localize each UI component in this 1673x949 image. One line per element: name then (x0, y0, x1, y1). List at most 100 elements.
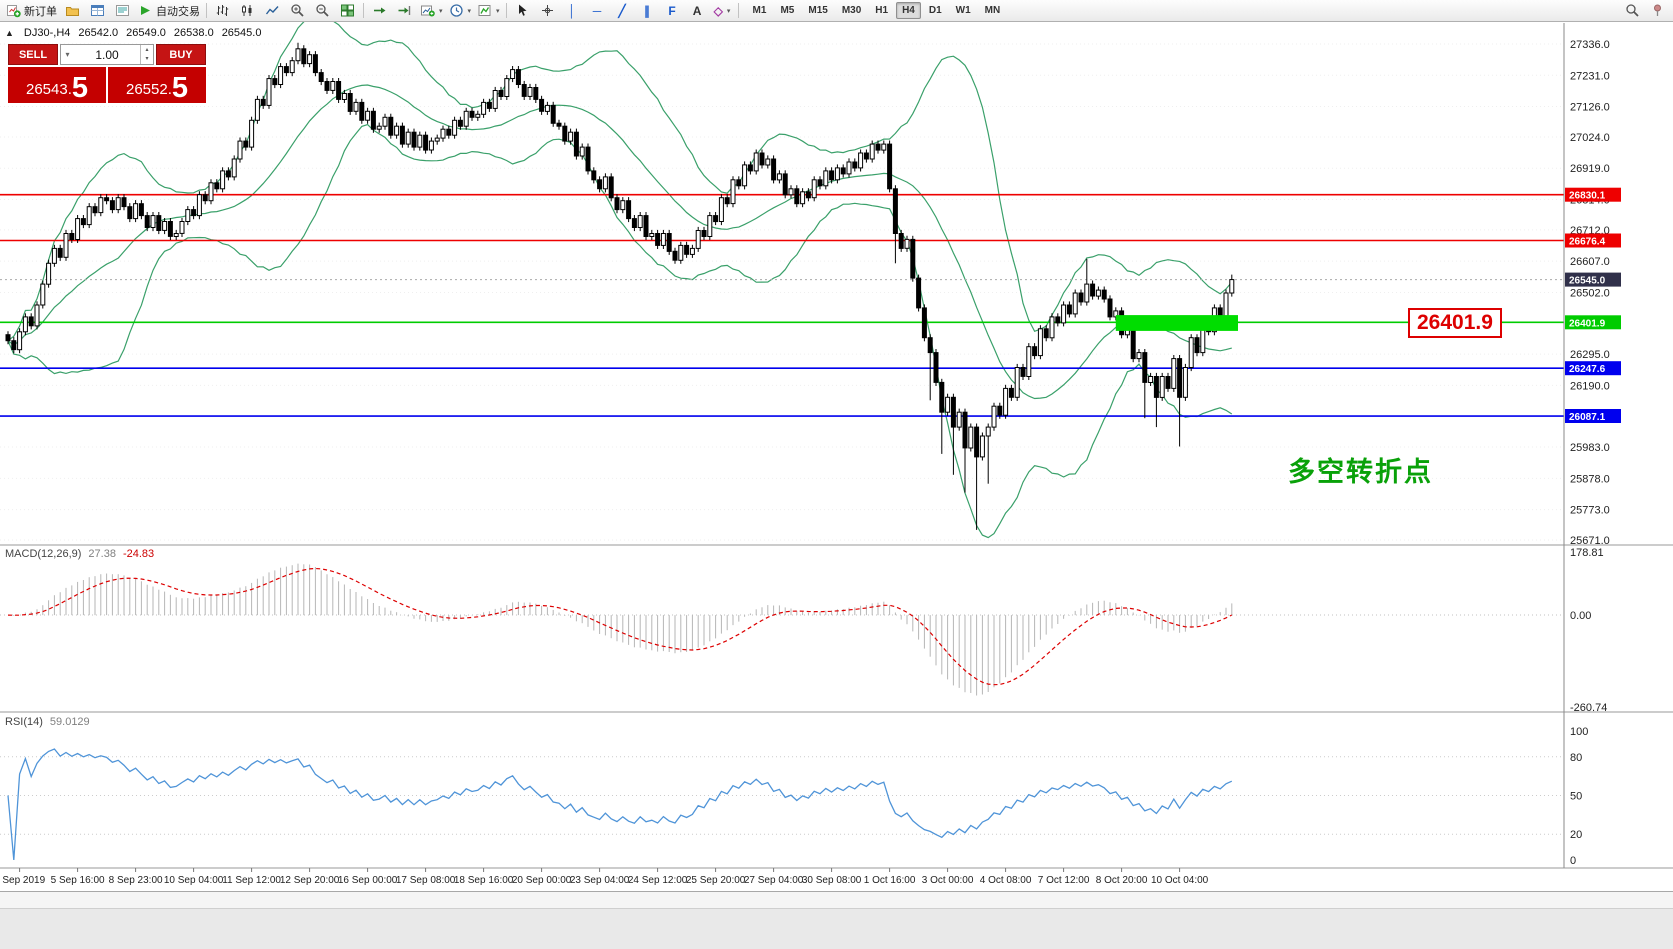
search-button[interactable] (1620, 1, 1645, 21)
pin-icon (1654, 4, 1661, 16)
new-chart-button[interactable]: ▾ (417, 1, 446, 21)
sell-price-display[interactable]: 26543. 5 (8, 67, 106, 103)
timeframe-MN[interactable]: MN (984, 5, 1001, 16)
tile-windows-button[interactable] (335, 1, 360, 21)
profiles-button[interactable] (60, 1, 85, 21)
timeframe-group: M1 M5 M15 M30 H1 H4 D1 W1 MN (746, 2, 1008, 19)
price-tag (1565, 272, 1621, 287)
macd-axis-label: 0.00 (1570, 610, 1591, 622)
volume-down-icon[interactable]: ▾ (145, 55, 149, 62)
timeframe-M30[interactable]: M30 (841, 5, 862, 16)
price-tag (1565, 409, 1621, 423)
price-axis[interactable]: 27336.027231.027126.027024.026919.026814… (1565, 39, 1621, 867)
fibonacci-button[interactable]: F (660, 1, 685, 21)
channel-button[interactable]: ∥ (635, 1, 660, 21)
text-tool-button[interactable]: A (685, 1, 710, 21)
new-order-label: 新订单 (24, 5, 57, 18)
symbol-timeframe-label: DJ30-,H4 (23, 27, 71, 39)
time-tick-label: 25 Sep 20:00 (686, 875, 746, 886)
data-window-icon (116, 5, 129, 16)
time-tick-label: 4 Oct 08:00 (980, 875, 1032, 886)
timeframe-H4[interactable]: H4 (896, 2, 921, 19)
price-tag (1565, 315, 1621, 330)
time-tick-label: 18 Sep 16:00 (454, 875, 514, 886)
zoom-in-icon (291, 4, 304, 17)
auto-scroll-button[interactable] (367, 1, 392, 21)
bottom-strip (0, 891, 1673, 949)
price-tick-label: 26502.0 (1570, 287, 1610, 299)
time-tick-label: 10 Sep 04:00 (164, 875, 224, 886)
buy-price-main: 26552. (125, 81, 172, 98)
line-chart-icon (265, 6, 279, 15)
chart-shift-button[interactable] (392, 1, 417, 21)
time-tick-label: 10 Oct 04:00 (1151, 875, 1209, 886)
time-tick-label: 4 Sep 2019 (0, 875, 46, 886)
trendline-button[interactable]: ╱ (610, 1, 635, 21)
shapes-button[interactable]: ◇ ▾ (710, 1, 735, 21)
volume-up-icon[interactable]: ▴ (145, 47, 149, 54)
collapse-one-click-icon[interactable]: ▲ (5, 28, 14, 38)
price-tick-label: 26190.0 (1570, 380, 1610, 392)
timeframe-M5[interactable]: M5 (780, 5, 795, 16)
time-tick-label: 12 Sep 20:00 (280, 875, 340, 886)
time-tick-label: 24 Sep 12:00 (628, 875, 688, 886)
time-tick-label: 11 Sep 12:00 (222, 875, 281, 886)
zoom-out-icon (316, 4, 329, 17)
buy-price-big: 5 (171, 72, 189, 105)
timeframe-W1[interactable]: W1 (955, 5, 971, 16)
toolbar: 新订单 自动交易 (0, 0, 1673, 22)
pin-button[interactable] (1645, 1, 1670, 21)
chevron-down-icon: ▾ (726, 7, 731, 15)
buy-button[interactable]: BUY (156, 44, 206, 65)
volume-input[interactable]: 1.00 (95, 47, 119, 62)
auto-scroll-icon (374, 7, 386, 14)
ohlc-high: 26549.0 (126, 27, 166, 39)
timeframe-M1[interactable]: M1 (752, 5, 767, 16)
cursor-button[interactable] (510, 1, 535, 21)
supply-zone-rectangle (1115, 315, 1238, 331)
zoom-in-button[interactable] (285, 1, 310, 21)
template-chart-icon (478, 5, 491, 16)
toolbar-right (1620, 1, 1670, 21)
sell-button[interactable]: SELL (8, 44, 58, 65)
templates-button[interactable]: ▾ (474, 1, 503, 21)
market-watch-button[interactable] (85, 1, 110, 21)
horizontal-line-icon: ─ (592, 3, 602, 18)
volume-stepper[interactable]: ▴ ▾ (140, 45, 153, 64)
rsi-panel (0, 748, 1564, 861)
crosshair-icon (541, 5, 553, 16)
candlestick-chart-button[interactable] (235, 1, 260, 21)
vertical-line-button[interactable]: │ (560, 1, 585, 21)
time-tick-label: 27 Sep 04:00 (744, 875, 804, 886)
toolbar-separator (363, 3, 364, 18)
price-tick-label: 26919.0 (1570, 163, 1610, 175)
timeframe-M15[interactable]: M15 (808, 5, 828, 16)
periods-button[interactable]: ▾ (446, 1, 475, 21)
note-text: 多空转折点 (1288, 457, 1433, 487)
price-tick-label: 27126.0 (1570, 102, 1610, 114)
horizontal-scrollbar[interactable] (0, 892, 1673, 909)
price-tag-label: 26401.9 (1569, 318, 1606, 329)
price-tick-label: 25878.0 (1570, 473, 1610, 485)
channel-icon: ∥ (644, 3, 651, 18)
bar-chart-button[interactable] (210, 1, 235, 21)
timeframe-D1[interactable]: D1 (928, 5, 942, 16)
candles (5, 42, 1235, 530)
new-chart-icon (421, 5, 435, 17)
profiles-icon (66, 7, 79, 16)
data-window-button[interactable] (110, 1, 135, 21)
volume-dropdown-icon[interactable]: ▾ (65, 50, 70, 59)
new-order-button[interactable]: 新订单 (3, 1, 60, 21)
toolbar-separator (206, 3, 207, 18)
autotrading-button[interactable]: 自动交易 (135, 1, 203, 21)
price-tick-label: 26607.0 (1570, 256, 1610, 268)
horizontal-line-button[interactable]: ─ (585, 1, 610, 21)
chevron-down-icon: ▾ (439, 7, 443, 15)
zoom-out-button[interactable] (310, 1, 335, 21)
line-chart-button[interactable] (260, 1, 285, 21)
timeframe-H1[interactable]: H1 (875, 5, 889, 16)
crosshair-button[interactable] (535, 1, 560, 21)
buy-price-display[interactable]: 26552. 5 (108, 67, 206, 103)
